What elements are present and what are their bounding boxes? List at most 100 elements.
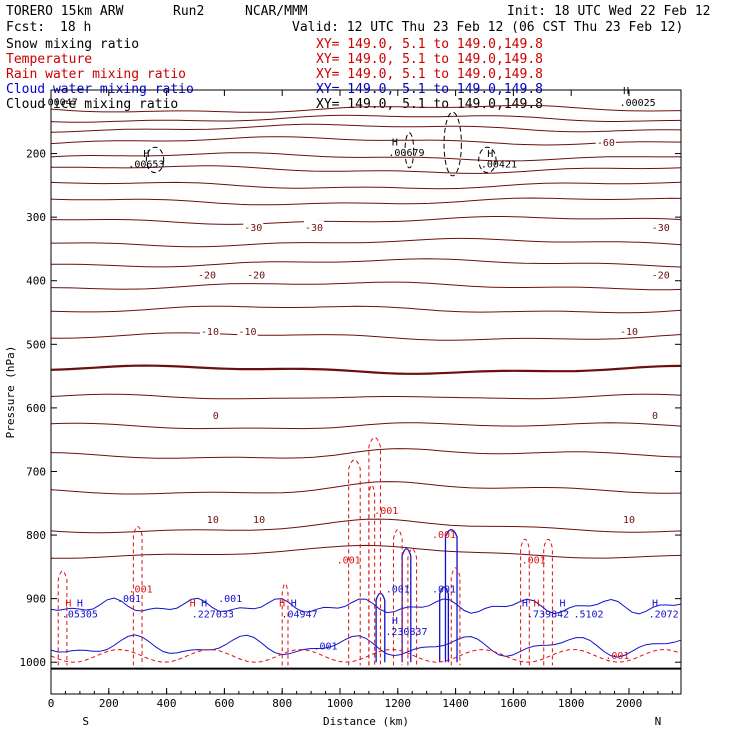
contour-annotation: .001 <box>337 556 361 567</box>
rain-contour <box>407 548 418 666</box>
isotherm-label: -20 <box>652 271 670 282</box>
isotherm-label-bg <box>246 268 267 280</box>
isotherm-label-bg <box>618 512 639 524</box>
contour-annotation: .05305 <box>62 610 98 621</box>
contour-annotation: .230837 <box>385 627 427 638</box>
run-label: Run2 <box>173 4 204 19</box>
contour-annotation: .001 <box>313 641 337 652</box>
isotherm-line <box>50 181 682 190</box>
contour-annotation: H <box>65 598 71 609</box>
isotherm-line <box>50 448 682 459</box>
contour-annotation: H <box>392 137 398 148</box>
isotherm-label-bg <box>205 409 226 421</box>
y-tick-label: 200 <box>26 148 46 161</box>
rain-contour <box>392 529 403 666</box>
x-tick-label: 2000 <box>616 697 643 710</box>
isotherm-line <box>50 332 682 341</box>
plot-frame <box>50 89 682 695</box>
contour-annotation: H <box>487 149 493 160</box>
rain-contour <box>543 538 553 666</box>
isotherm-line <box>50 114 682 123</box>
x-axis-label: Distance (km) <box>323 715 409 728</box>
contour-annotation: H <box>77 598 83 609</box>
contour-annotation: .001 <box>117 594 141 605</box>
contour-annotation: .001 <box>218 594 242 605</box>
isotherm-label-bg <box>644 409 665 421</box>
isotherm-line <box>50 104 682 113</box>
contour-annotation: .04947 <box>281 610 317 621</box>
isotherm-label-bg <box>237 325 258 337</box>
isotherm-label-bg <box>618 325 639 337</box>
x-tick-label: 1000 <box>327 697 354 710</box>
model-title: TORERO 15km ARW <box>6 4 124 19</box>
isotherm-label: 10 <box>623 515 635 526</box>
isotherm-label-bg <box>650 268 671 280</box>
rain-contour <box>57 570 68 666</box>
contour-annotation: H <box>279 598 285 609</box>
isotherm-line <box>50 364 682 375</box>
y-tick-label: 400 <box>26 275 46 288</box>
contour-annotation: H <box>522 598 528 609</box>
rain-contour <box>281 583 289 666</box>
x-tick-label: 1200 <box>385 697 412 710</box>
contour-annotation: .001 <box>432 530 456 541</box>
field-name: Rain water mixing ratio <box>6 67 186 82</box>
endpoint-left: S <box>82 715 89 728</box>
org-label: NCAR/MMM <box>245 4 308 19</box>
y-tick-label: 1000 <box>20 656 47 669</box>
y-tick-label: 300 <box>26 211 46 224</box>
contour-annotation: .00421 <box>481 160 517 171</box>
isotherm-label-bg <box>197 268 218 280</box>
fcst-label: Fcst: <box>6 20 45 35</box>
isotherm-line <box>50 165 682 174</box>
isotherm-line <box>50 123 682 133</box>
isotherm-line <box>50 197 682 206</box>
isotherm-line <box>50 544 682 559</box>
contour-annotation: .001 <box>432 584 456 595</box>
x-tick-label: 800 <box>272 697 292 710</box>
isotherm-label: -30 <box>305 223 323 234</box>
contour-annotation: H <box>623 86 629 97</box>
x-tick-label: 200 <box>99 697 119 710</box>
isotherm-label-bg <box>595 135 616 147</box>
rain-contour <box>450 567 461 666</box>
contour-annotation: .001 <box>386 584 410 595</box>
contour-annotation: .001 <box>605 651 629 662</box>
fcst-value: 18 h <box>60 20 91 35</box>
y-tick-label: 800 <box>26 529 46 542</box>
y-tick-label: 700 <box>26 465 46 478</box>
field-xy: XY= 149.0, 5.1 to 149.0,149.8 <box>316 67 543 82</box>
isotherm-line <box>50 481 682 495</box>
valid-time: Valid: 12 UTC Thu 23 Feb 12 (06 CST Thu … <box>292 20 683 35</box>
field-xy: XY= 149.0, 5.1 to 149.0,149.8 <box>316 37 543 52</box>
contour-annotation: .5102 <box>573 610 603 621</box>
x-tick-label: 400 <box>157 697 177 710</box>
isotherm-label-bg <box>199 325 220 337</box>
isotherm-label: -20 <box>198 271 216 282</box>
isotherm-label: -10 <box>238 327 256 338</box>
isotherm-label: 0 <box>213 411 219 422</box>
init-time: Init: 18 UTC Wed 22 Feb 12 <box>507 4 711 19</box>
contour-annotation: H <box>559 598 565 609</box>
contour-annotation: H <box>291 598 297 609</box>
y-tick-label: 500 <box>26 338 46 351</box>
y-tick-label: 600 <box>26 402 46 415</box>
isotherm-label: 0 <box>652 411 658 422</box>
contour-annotation: H <box>190 598 196 609</box>
isotherm-label-bg <box>303 220 324 232</box>
cloud-ice-contour <box>478 146 497 174</box>
plot-area: -60 -30 -30 -30 -20 -20 -20 -10 -10 -10 0 0 10 10 10 H.… <box>4 86 682 728</box>
y-tick-label: 900 <box>26 593 46 606</box>
isotherm-line <box>51 237 682 248</box>
contour-annotation: .00047 <box>42 97 78 108</box>
x-tick-label: 1800 <box>558 697 585 710</box>
cloud-water-contour <box>50 597 682 615</box>
contour-annotation: H <box>392 616 398 627</box>
field-xy: XY= 149.0, 5.1 to 149.0,149.8 <box>316 97 543 112</box>
y-axis-label: Pressure (hPa) <box>4 346 17 439</box>
isotherm-label: -30 <box>244 223 262 234</box>
cloud-water-tower <box>401 548 412 663</box>
contour-annotation: .2072 <box>649 610 679 621</box>
x-tick-label: 600 <box>214 697 234 710</box>
isotherm-line <box>50 136 682 146</box>
